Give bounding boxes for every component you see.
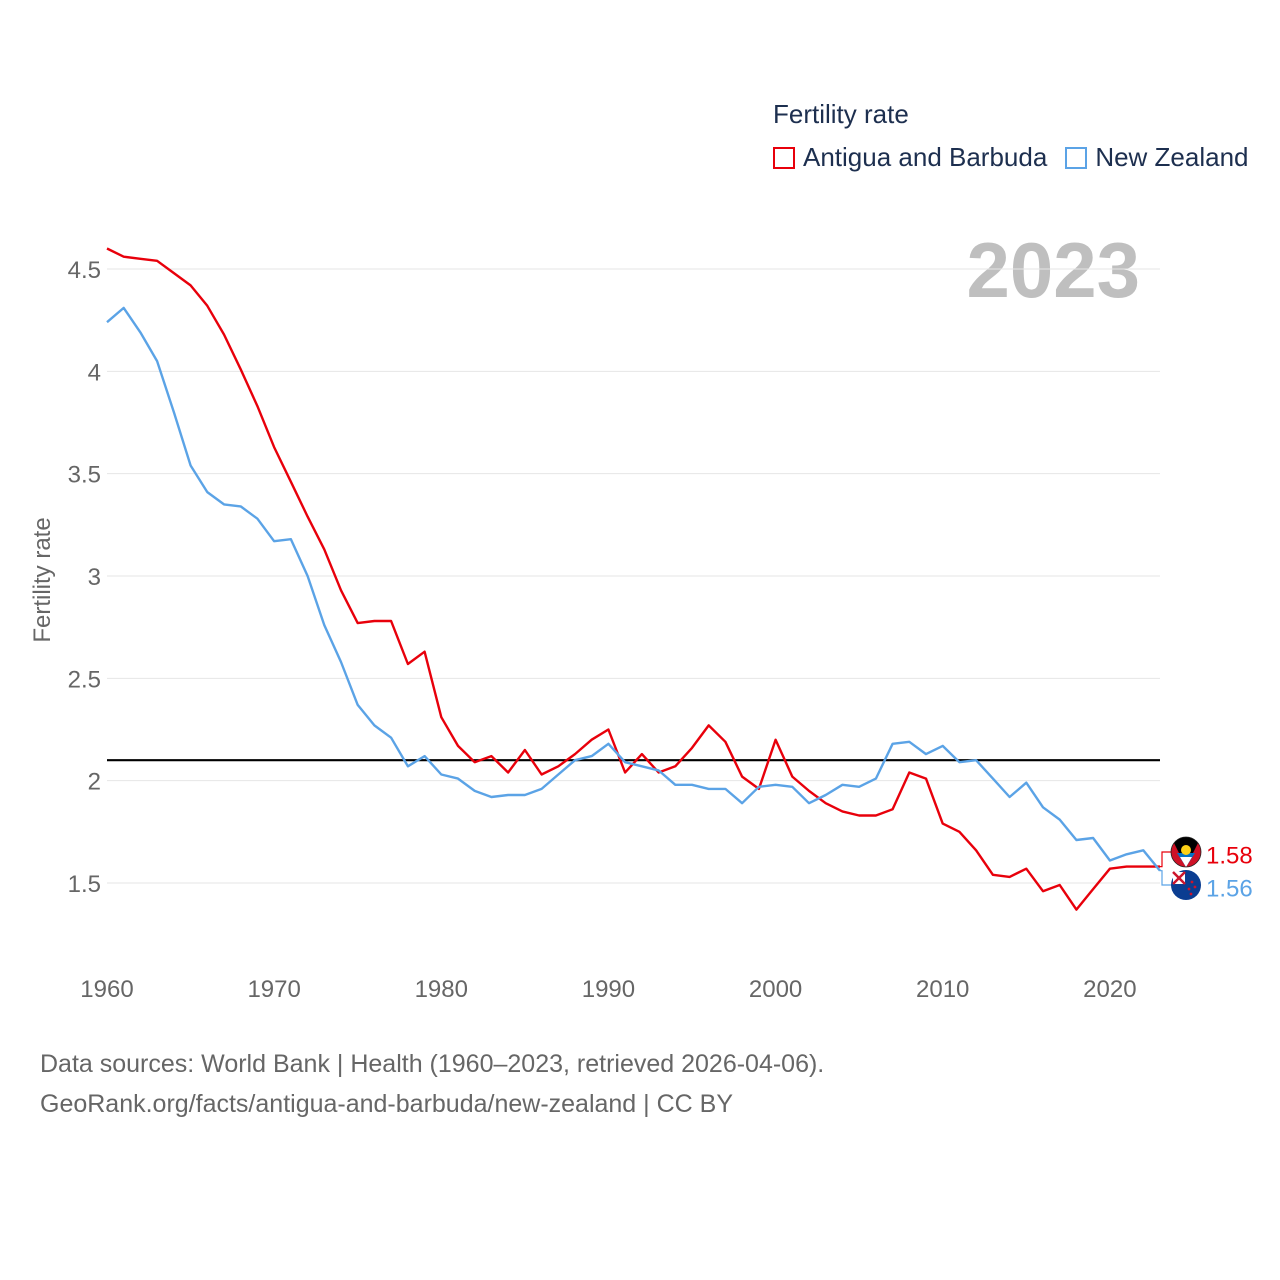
y-tick-label: 4.5 — [68, 257, 101, 284]
legend-label-new-zealand: New Zealand — [1095, 142, 1249, 172]
nz-flag-star — [1187, 887, 1191, 891]
footer: Data sources: World Bank | Health (1960–… — [40, 1044, 824, 1124]
series-line-antigua-and-barbuda — [106, 247, 1160, 911]
y-tick-label: 1.5 — [68, 871, 101, 898]
x-tick-label: 2020 — [1083, 976, 1136, 1003]
x-tick-label: 1970 — [247, 976, 300, 1003]
antigua-flag-border — [1170, 836, 1202, 868]
nz-flag-star — [1190, 880, 1194, 884]
footer-sources: Data sources: World Bank | Health (1960–… — [40, 1050, 825, 1078]
nz-flag-cross — [1172, 871, 1186, 885]
legend-swatch-new-zealand — [1065, 146, 1088, 169]
legend-swatch-antigua-and-barbuda — [773, 146, 795, 169]
year-label: 2023 — [966, 226, 1140, 314]
x-tick-label: 1980 — [415, 976, 468, 1003]
legend-item-new-zealand[interactable]: New Zealand — [1065, 142, 1249, 173]
series-line-new-zealand — [106, 306, 1161, 872]
y-tick-label: 3 — [88, 564, 101, 591]
legend-item-antigua-and-barbuda[interactable]: Antigua and Barbuda — [773, 142, 1047, 173]
x-tick-label: 1990 — [582, 976, 635, 1003]
end-connector — [1160, 870, 1172, 886]
y-tick-label: 3.5 — [68, 462, 101, 489]
nz-flag-star — [1193, 885, 1197, 889]
y-axis-label: Fertility rate — [29, 517, 56, 642]
y-tick-label: 2.5 — [68, 666, 101, 693]
x-tick-label: 1960 — [80, 976, 133, 1003]
legend-label-antigua-and-barbuda: Antigua and Barbuda — [803, 142, 1048, 172]
x-tick-label: 2000 — [749, 976, 802, 1003]
end-label-new-zealand: 1.56 — [1206, 875, 1253, 902]
y-tick-label: 2 — [88, 769, 101, 796]
legend: Antigua and Barbuda New Zealand — [773, 142, 1267, 173]
legend-title: Fertility rate — [773, 99, 909, 129]
x-tick-label: 2010 — [916, 976, 969, 1003]
footer-link[interactable]: GeoRank.org/facts/antigua-and-barbuda/ne… — [40, 1090, 734, 1118]
nz-flag-star — [1189, 892, 1193, 896]
end-label-antigua-and-barbuda: 1.58 — [1206, 842, 1253, 869]
end-connector — [1160, 851, 1172, 868]
y-tick-label: 4 — [88, 359, 101, 386]
antigua-flag-icon — [1171, 837, 1201, 867]
